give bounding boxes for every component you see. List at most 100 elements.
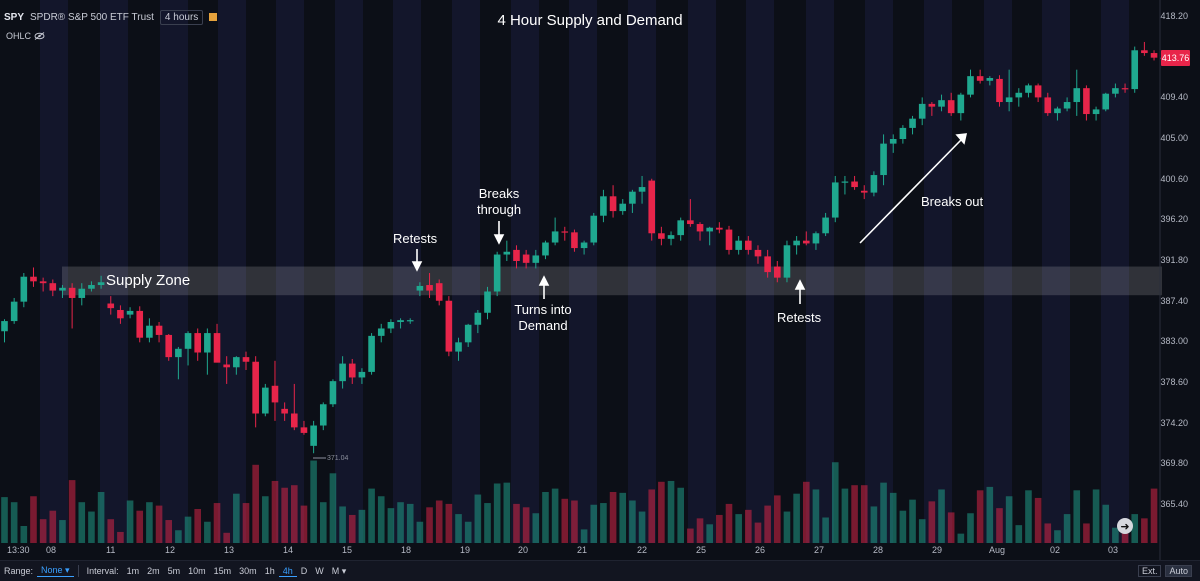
- interval-1h[interactable]: 1h: [264, 565, 275, 576]
- volume-bar: [725, 503, 733, 543]
- range-dropdown[interactable]: None ▾: [37, 565, 74, 577]
- candle-body: [271, 385, 279, 403]
- volume-bar: [1025, 490, 1032, 543]
- interval-M[interactable]: M ▾: [331, 565, 347, 576]
- session-band: [865, 0, 893, 543]
- eye-hidden-icon[interactable]: [34, 32, 45, 40]
- time-tick-label: 21: [577, 545, 588, 555]
- candle-body: [774, 266, 781, 278]
- candle-body: [1083, 88, 1090, 115]
- interval-4h[interactable]: 4h: [278, 566, 297, 577]
- time-tick-label: 25: [696, 545, 707, 555]
- volume-bar: [802, 481, 810, 543]
- volume-bar: [78, 502, 86, 543]
- interval-5m[interactable]: 5m: [167, 565, 181, 576]
- volume-bar: [996, 508, 1003, 543]
- candle-body: [39, 281, 47, 284]
- volume-bar: [1112, 527, 1119, 543]
- candle-body: [783, 245, 791, 278]
- price-tick-label: 409.40: [1160, 92, 1188, 103]
- auto-scale-button[interactable]: Auto: [1165, 565, 1192, 577]
- time-tick-label: Aug: [989, 545, 1006, 555]
- interval-D[interactable]: D: [300, 565, 308, 576]
- volume-bar: [580, 529, 588, 543]
- volume-bar: [986, 486, 994, 543]
- volume-bar: [329, 473, 337, 543]
- interval-10m[interactable]: 10m: [188, 565, 206, 576]
- candle-body: [20, 276, 28, 302]
- candle-body: [696, 224, 704, 232]
- volume-bar: [503, 482, 511, 543]
- volume-bar: [445, 503, 453, 543]
- volume-bar: [1073, 490, 1081, 543]
- candle-body: [638, 187, 646, 192]
- range-value: None: [41, 565, 63, 575]
- candle-body: [996, 78, 1003, 103]
- time-tick-label: 28: [873, 545, 884, 555]
- alert-square-icon[interactable]: [209, 13, 218, 21]
- volume-bar: [300, 505, 308, 543]
- interval-2m[interactable]: 2m: [147, 565, 160, 576]
- volume-bar: [464, 521, 472, 543]
- candle-body: [1141, 50, 1148, 54]
- volume-bar: [812, 489, 820, 543]
- ohlc-legend[interactable]: OHLC: [6, 31, 45, 41]
- extended-hours-button[interactable]: Ext.: [1137, 565, 1162, 577]
- go-to-latest-button[interactable]: ➜: [1117, 518, 1133, 534]
- candle-body: [590, 215, 598, 243]
- candle-body: [10, 301, 18, 322]
- candle-body: [117, 309, 124, 319]
- volume-bar: [1150, 488, 1158, 543]
- candle-body: [291, 413, 298, 428]
- volume-bar: [957, 533, 965, 543]
- candle-body: [68, 287, 76, 298]
- volume-bar: [310, 460, 317, 543]
- interval-15m[interactable]: 15m: [213, 565, 232, 576]
- candle-body: [435, 283, 443, 301]
- volume-bar: [68, 480, 76, 543]
- candle-body: [300, 427, 308, 433]
- annotation-arrows: [313, 133, 968, 459]
- volume-bar: [1044, 523, 1052, 543]
- time-tick-label: 03: [1108, 545, 1119, 555]
- toolbar-right-group: Ext. Auto: [1137, 565, 1200, 577]
- volume-bar: [774, 495, 781, 543]
- candle-body: [1054, 108, 1061, 114]
- interval-30m[interactable]: 30m: [239, 565, 257, 576]
- toolbar-divider: [77, 565, 79, 577]
- volume-bar: [860, 485, 868, 543]
- volume-bar: [406, 503, 414, 543]
- candle-body: [59, 287, 66, 291]
- session-band: [1042, 0, 1070, 543]
- candle-body: [155, 325, 163, 335]
- candle-body: [1112, 88, 1119, 94]
- time-tick-label: 12: [165, 545, 176, 555]
- turns-into-demand-label: Turns into Demand: [510, 302, 576, 334]
- candle-body: [918, 103, 926, 119]
- candle-body: [503, 251, 511, 255]
- candle-body: [126, 310, 134, 315]
- interval-list: 1m 2m 5m 10m 15m 30m 1h 4h D W M ▾: [123, 566, 351, 577]
- session-band: [628, 0, 656, 543]
- session-band: [806, 0, 834, 543]
- volume-bar: [184, 516, 192, 543]
- volume-bar: [117, 531, 124, 543]
- candle-body: [252, 361, 259, 414]
- candle-body: [619, 203, 627, 212]
- price-tick-label: 418.20: [1160, 11, 1188, 21]
- interval-1m[interactable]: 1m: [126, 565, 140, 576]
- candle-body: [368, 335, 375, 372]
- supply-zone-label: Supply Zone: [106, 272, 191, 289]
- volume-bar: [754, 522, 762, 543]
- candle-body: [522, 254, 530, 263]
- candle-body: [677, 220, 684, 236]
- interval-W[interactable]: W: [315, 565, 324, 576]
- candle-body: [339, 363, 346, 382]
- volume-bar: [319, 502, 327, 543]
- timeframe-badge[interactable]: 4 hours: [159, 9, 204, 25]
- price-tick-label: 400.60: [1160, 173, 1188, 184]
- candle-body: [1063, 102, 1071, 109]
- candle-body: [1121, 88, 1129, 90]
- symbol-ticker[interactable]: SPY: [4, 11, 25, 23]
